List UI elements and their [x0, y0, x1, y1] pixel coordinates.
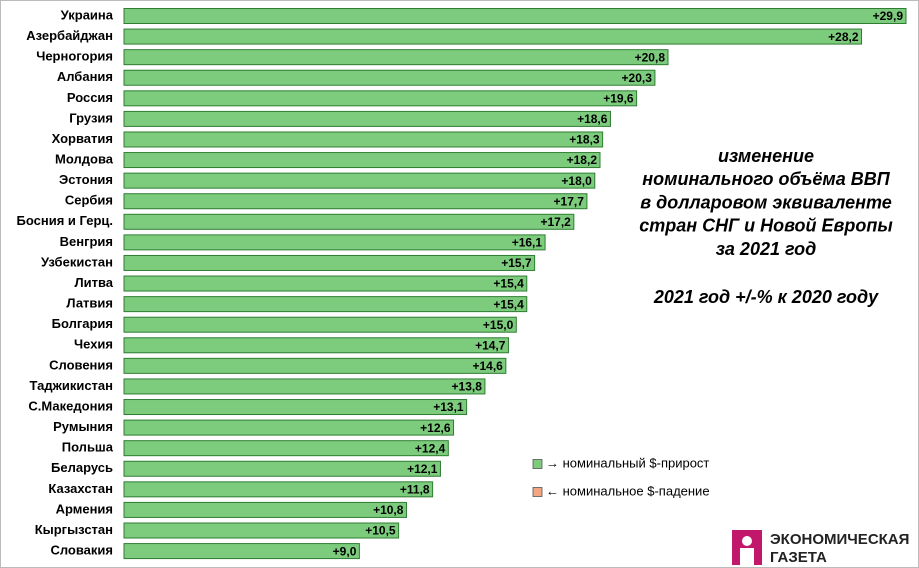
category-label: Словения [49, 357, 113, 372]
bar [123, 90, 638, 107]
chart-title: в долларовом эквиваленте [640, 192, 892, 212]
chart-title: за 2021 год [716, 239, 817, 259]
value-label: +10,8 [373, 503, 404, 517]
category-label: Грузия [69, 110, 113, 125]
logo-text: ГАЗЕТА [770, 549, 827, 566]
category-label: Молдова [55, 151, 114, 166]
value-label: +16,1 [512, 236, 543, 250]
category-label: Чехия [74, 337, 113, 352]
bar [123, 152, 601, 169]
logo-icon-head [742, 536, 752, 546]
value-label: +12,1 [407, 462, 438, 476]
value-label: +11,8 [400, 483, 430, 497]
category-label: Черногория [36, 49, 113, 64]
bar [123, 543, 360, 560]
bar [123, 69, 656, 86]
bar [123, 481, 434, 498]
value-label: +14,6 [472, 359, 503, 373]
value-label: +19,6 [603, 91, 634, 105]
legend-label: ← номинальное $-падение [546, 483, 710, 498]
bar [123, 357, 507, 374]
category-label: Таджикистан [30, 378, 113, 393]
legend-swatch [532, 459, 543, 469]
category-label: Босния и Герц. [17, 213, 113, 228]
chart-subtitle: 2021 год +/-% к 2020 году [653, 287, 879, 307]
value-label: +20,3 [622, 71, 653, 85]
bar [123, 275, 528, 292]
bar [123, 399, 468, 416]
category-label: Латвия [66, 296, 113, 311]
bar [123, 440, 449, 457]
bar [123, 28, 863, 45]
value-label: +15,0 [483, 318, 514, 332]
logo-text: ЭКОНОМИЧЕСКАЯ [770, 531, 909, 548]
value-label: +12,4 [415, 441, 446, 455]
chart-title: номинального объёма ВВП [642, 169, 890, 189]
value-label: +28,2 [828, 30, 859, 44]
category-label: Албания [57, 69, 113, 84]
value-label: +14,7 [475, 338, 506, 352]
category-label: Украина [61, 7, 114, 22]
bar [123, 131, 604, 148]
category-label: Венгрия [60, 234, 113, 249]
bar [123, 49, 669, 66]
bar [123, 234, 546, 251]
category-label: Кыргызстан [35, 522, 113, 537]
value-label: +15,7 [501, 256, 532, 270]
category-label: Румыния [53, 419, 113, 434]
bar [123, 172, 596, 189]
value-label: +29,9 [873, 9, 904, 23]
bar [123, 254, 536, 271]
bar [123, 193, 588, 210]
value-label: +18,6 [577, 112, 608, 126]
category-label: Казахстан [48, 481, 113, 496]
value-label: +18,3 [569, 133, 600, 147]
bar [123, 522, 400, 539]
category-label: Россия [67, 90, 113, 105]
category-label: Словакия [50, 543, 113, 558]
chart-title: стран СНГ и Новой Европы [639, 216, 893, 236]
value-label: +17,7 [554, 194, 585, 208]
category-label: С.Македония [28, 398, 113, 413]
value-label: +12,6 [420, 421, 451, 435]
bar [123, 378, 486, 395]
value-label: +13,1 [433, 400, 464, 414]
value-label: +13,8 [452, 380, 483, 394]
legend-swatch [532, 487, 543, 497]
bar [123, 337, 509, 354]
value-label: +18,2 [567, 153, 598, 167]
value-label: +10,5 [365, 524, 396, 538]
category-label: Азербайджан [26, 28, 113, 43]
chart-title: изменение [718, 146, 814, 166]
bar [123, 316, 517, 333]
value-label: +20,8 [635, 50, 666, 64]
category-label: Болгария [52, 316, 113, 331]
category-label: Узбекистан [41, 254, 113, 269]
bar [123, 501, 407, 518]
bar [123, 8, 907, 24]
category-label: Эстония [59, 172, 113, 187]
bar [123, 460, 441, 477]
category-label: Польша [62, 440, 114, 455]
category-label: Литва [74, 275, 113, 290]
value-label: +18,0 [561, 174, 592, 188]
value-label: +15,4 [493, 277, 524, 291]
bar [123, 110, 611, 127]
bar [123, 213, 575, 230]
category-label: Сербия [65, 193, 113, 208]
bar [123, 296, 528, 313]
category-label: Хорватия [52, 131, 113, 146]
logo-icon-body [740, 548, 754, 565]
value-label: +9,0 [333, 544, 357, 558]
category-label: Беларусь [51, 460, 113, 475]
category-label: Армения [56, 501, 113, 516]
legend-label: → номинальный $-прирост [546, 455, 709, 470]
bar [123, 419, 455, 436]
value-label: +15,4 [493, 297, 524, 311]
value-label: +17,2 [540, 215, 571, 229]
